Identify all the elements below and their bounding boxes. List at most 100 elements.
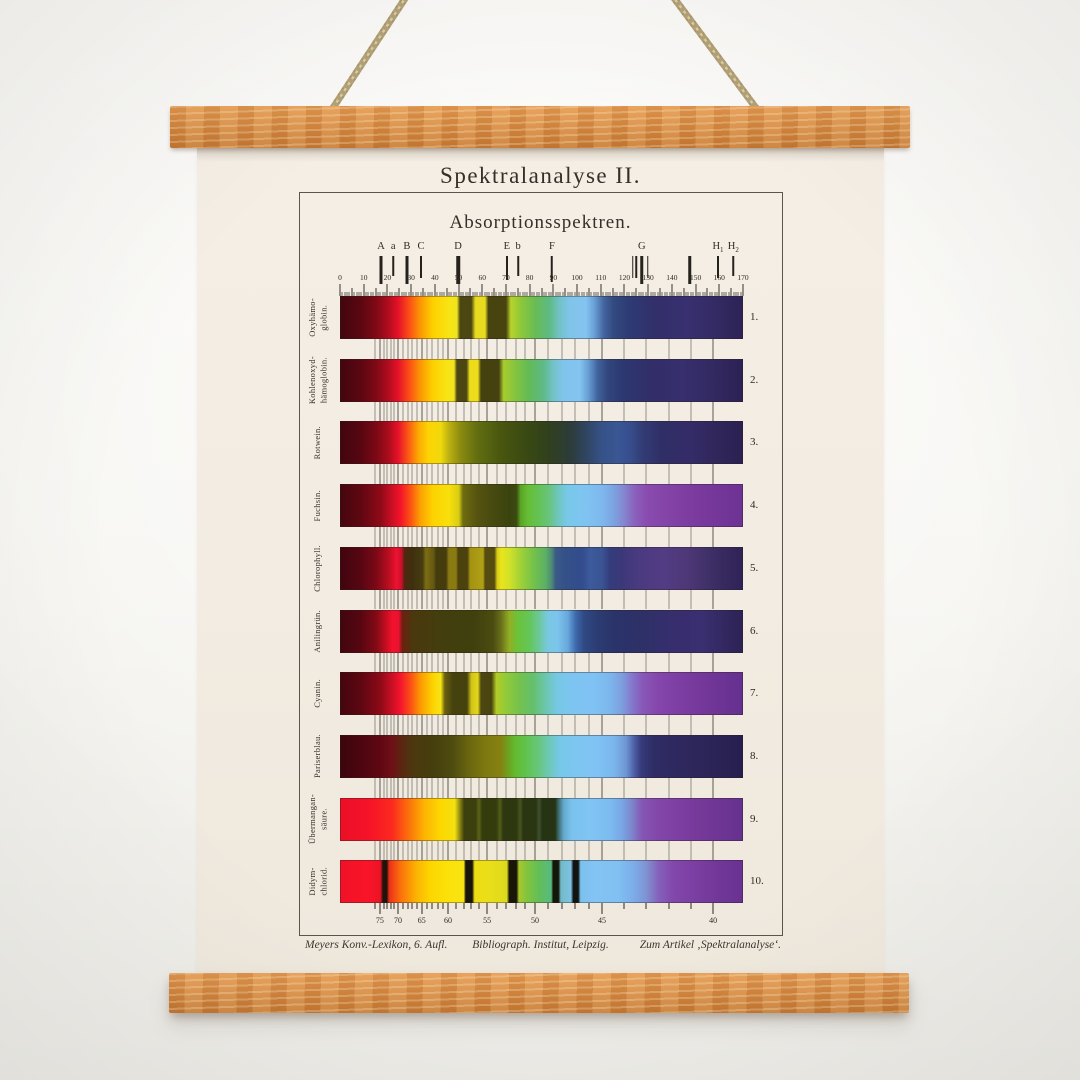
wavelength-tick — [486, 903, 488, 914]
gridline — [411, 777, 413, 798]
gridline — [623, 527, 625, 547]
ruler-tick — [382, 291, 384, 296]
wavelength-tick — [386, 903, 388, 909]
gridline — [393, 715, 395, 735]
row-label-text: Cyanin. — [312, 679, 323, 709]
gridline — [437, 464, 439, 485]
ruler-tick — [609, 291, 611, 296]
poster-title: Spektralanalyse II. — [440, 163, 641, 188]
spectrum-bar — [340, 734, 743, 778]
gridline — [505, 715, 507, 735]
gridline — [668, 715, 670, 735]
gridline — [486, 840, 488, 861]
gridline — [437, 652, 439, 673]
ruler-tick — [517, 288, 519, 296]
ruler-tick — [519, 291, 521, 296]
ruler-tick — [695, 284, 697, 296]
row-label-text: Rotwein. — [312, 426, 323, 460]
gridline — [561, 589, 563, 610]
gridline — [386, 401, 388, 422]
ruler-tick — [500, 291, 502, 296]
gridline — [407, 777, 409, 798]
ruler-tick — [725, 291, 727, 296]
ruler-tick — [462, 291, 464, 296]
wavelength-ticks — [340, 903, 743, 915]
ruler-tick — [673, 291, 675, 296]
ruler-tick — [607, 291, 609, 296]
gridline — [390, 464, 392, 485]
fraunhofer-letter: a — [390, 241, 396, 252]
ruler-tick — [458, 284, 460, 296]
gridline — [690, 527, 692, 547]
ruler-tick — [654, 291, 656, 296]
ruler-tick — [372, 291, 374, 296]
wavelength-tick — [515, 903, 517, 909]
fraunhofer-line — [635, 256, 637, 278]
gridline — [426, 401, 428, 422]
wooden-top-rail — [170, 106, 910, 148]
gridline — [712, 401, 714, 422]
gridline — [547, 401, 549, 422]
gridline — [421, 589, 423, 610]
gridline — [379, 401, 381, 422]
gridline — [645, 464, 647, 485]
ruler-tick — [420, 291, 422, 296]
ruler-tick — [621, 291, 623, 296]
gridline — [455, 777, 457, 798]
fraunhofer-line — [647, 256, 649, 278]
row-label-text: Anilingrün. — [312, 609, 323, 653]
wavelength-tick — [712, 903, 714, 914]
gridline — [478, 589, 480, 610]
row-label-text: Oxyhämo- globin. — [306, 298, 328, 337]
gridline — [390, 840, 392, 861]
gridline — [712, 339, 714, 359]
gridline — [478, 339, 480, 359]
gridline — [426, 339, 428, 359]
gridline — [601, 840, 603, 861]
ruler-tick — [555, 291, 557, 296]
wavelength-tick — [470, 903, 472, 909]
gridline — [601, 715, 603, 735]
ruler-tick — [389, 291, 391, 296]
gridline — [561, 527, 563, 547]
gridline — [505, 464, 507, 485]
gridline — [601, 777, 603, 798]
gridline — [397, 589, 399, 610]
ruler-tick — [491, 291, 493, 296]
ruler-tick — [341, 291, 343, 296]
ruler-tick — [522, 291, 524, 296]
ruler-tick — [346, 291, 348, 296]
gridline — [515, 464, 517, 485]
gridline — [421, 401, 423, 422]
wavelength-tick — [411, 903, 413, 909]
row-label: Anilingrün. — [297, 610, 339, 653]
ruler-tick — [709, 291, 711, 296]
gridline — [455, 715, 457, 735]
ruler-tick — [683, 288, 685, 296]
ruler-tick — [664, 291, 666, 296]
ruler-tick — [638, 291, 640, 296]
ruler-tick — [730, 288, 732, 296]
gridline — [534, 589, 536, 610]
ruler-tick — [669, 291, 670, 296]
fraunhofer-letter: D — [454, 241, 462, 252]
gridline — [416, 840, 418, 861]
ruler-tick — [424, 291, 426, 296]
gridline — [397, 401, 399, 422]
gridline — [386, 589, 388, 610]
gridline — [421, 777, 423, 798]
gridline — [463, 401, 465, 422]
ruler-tick — [455, 291, 457, 296]
gridline — [397, 777, 399, 798]
ruler-tick — [450, 291, 452, 296]
ruler-tick — [569, 291, 571, 296]
gridline — [623, 589, 625, 610]
gridline — [547, 589, 549, 610]
wavelength-tick — [524, 903, 526, 909]
credit-publisher: Meyers Konv.-Lexikon, 6. Aufl. — [305, 939, 448, 951]
gridline — [411, 715, 413, 735]
credit-article: Zum Artikel ‚Spektralanalyse‘. — [639, 939, 781, 951]
row-label-text: Übermangan- säure. — [306, 794, 328, 845]
fraunhofer-line — [517, 256, 519, 276]
ruler-tick — [503, 291, 505, 296]
